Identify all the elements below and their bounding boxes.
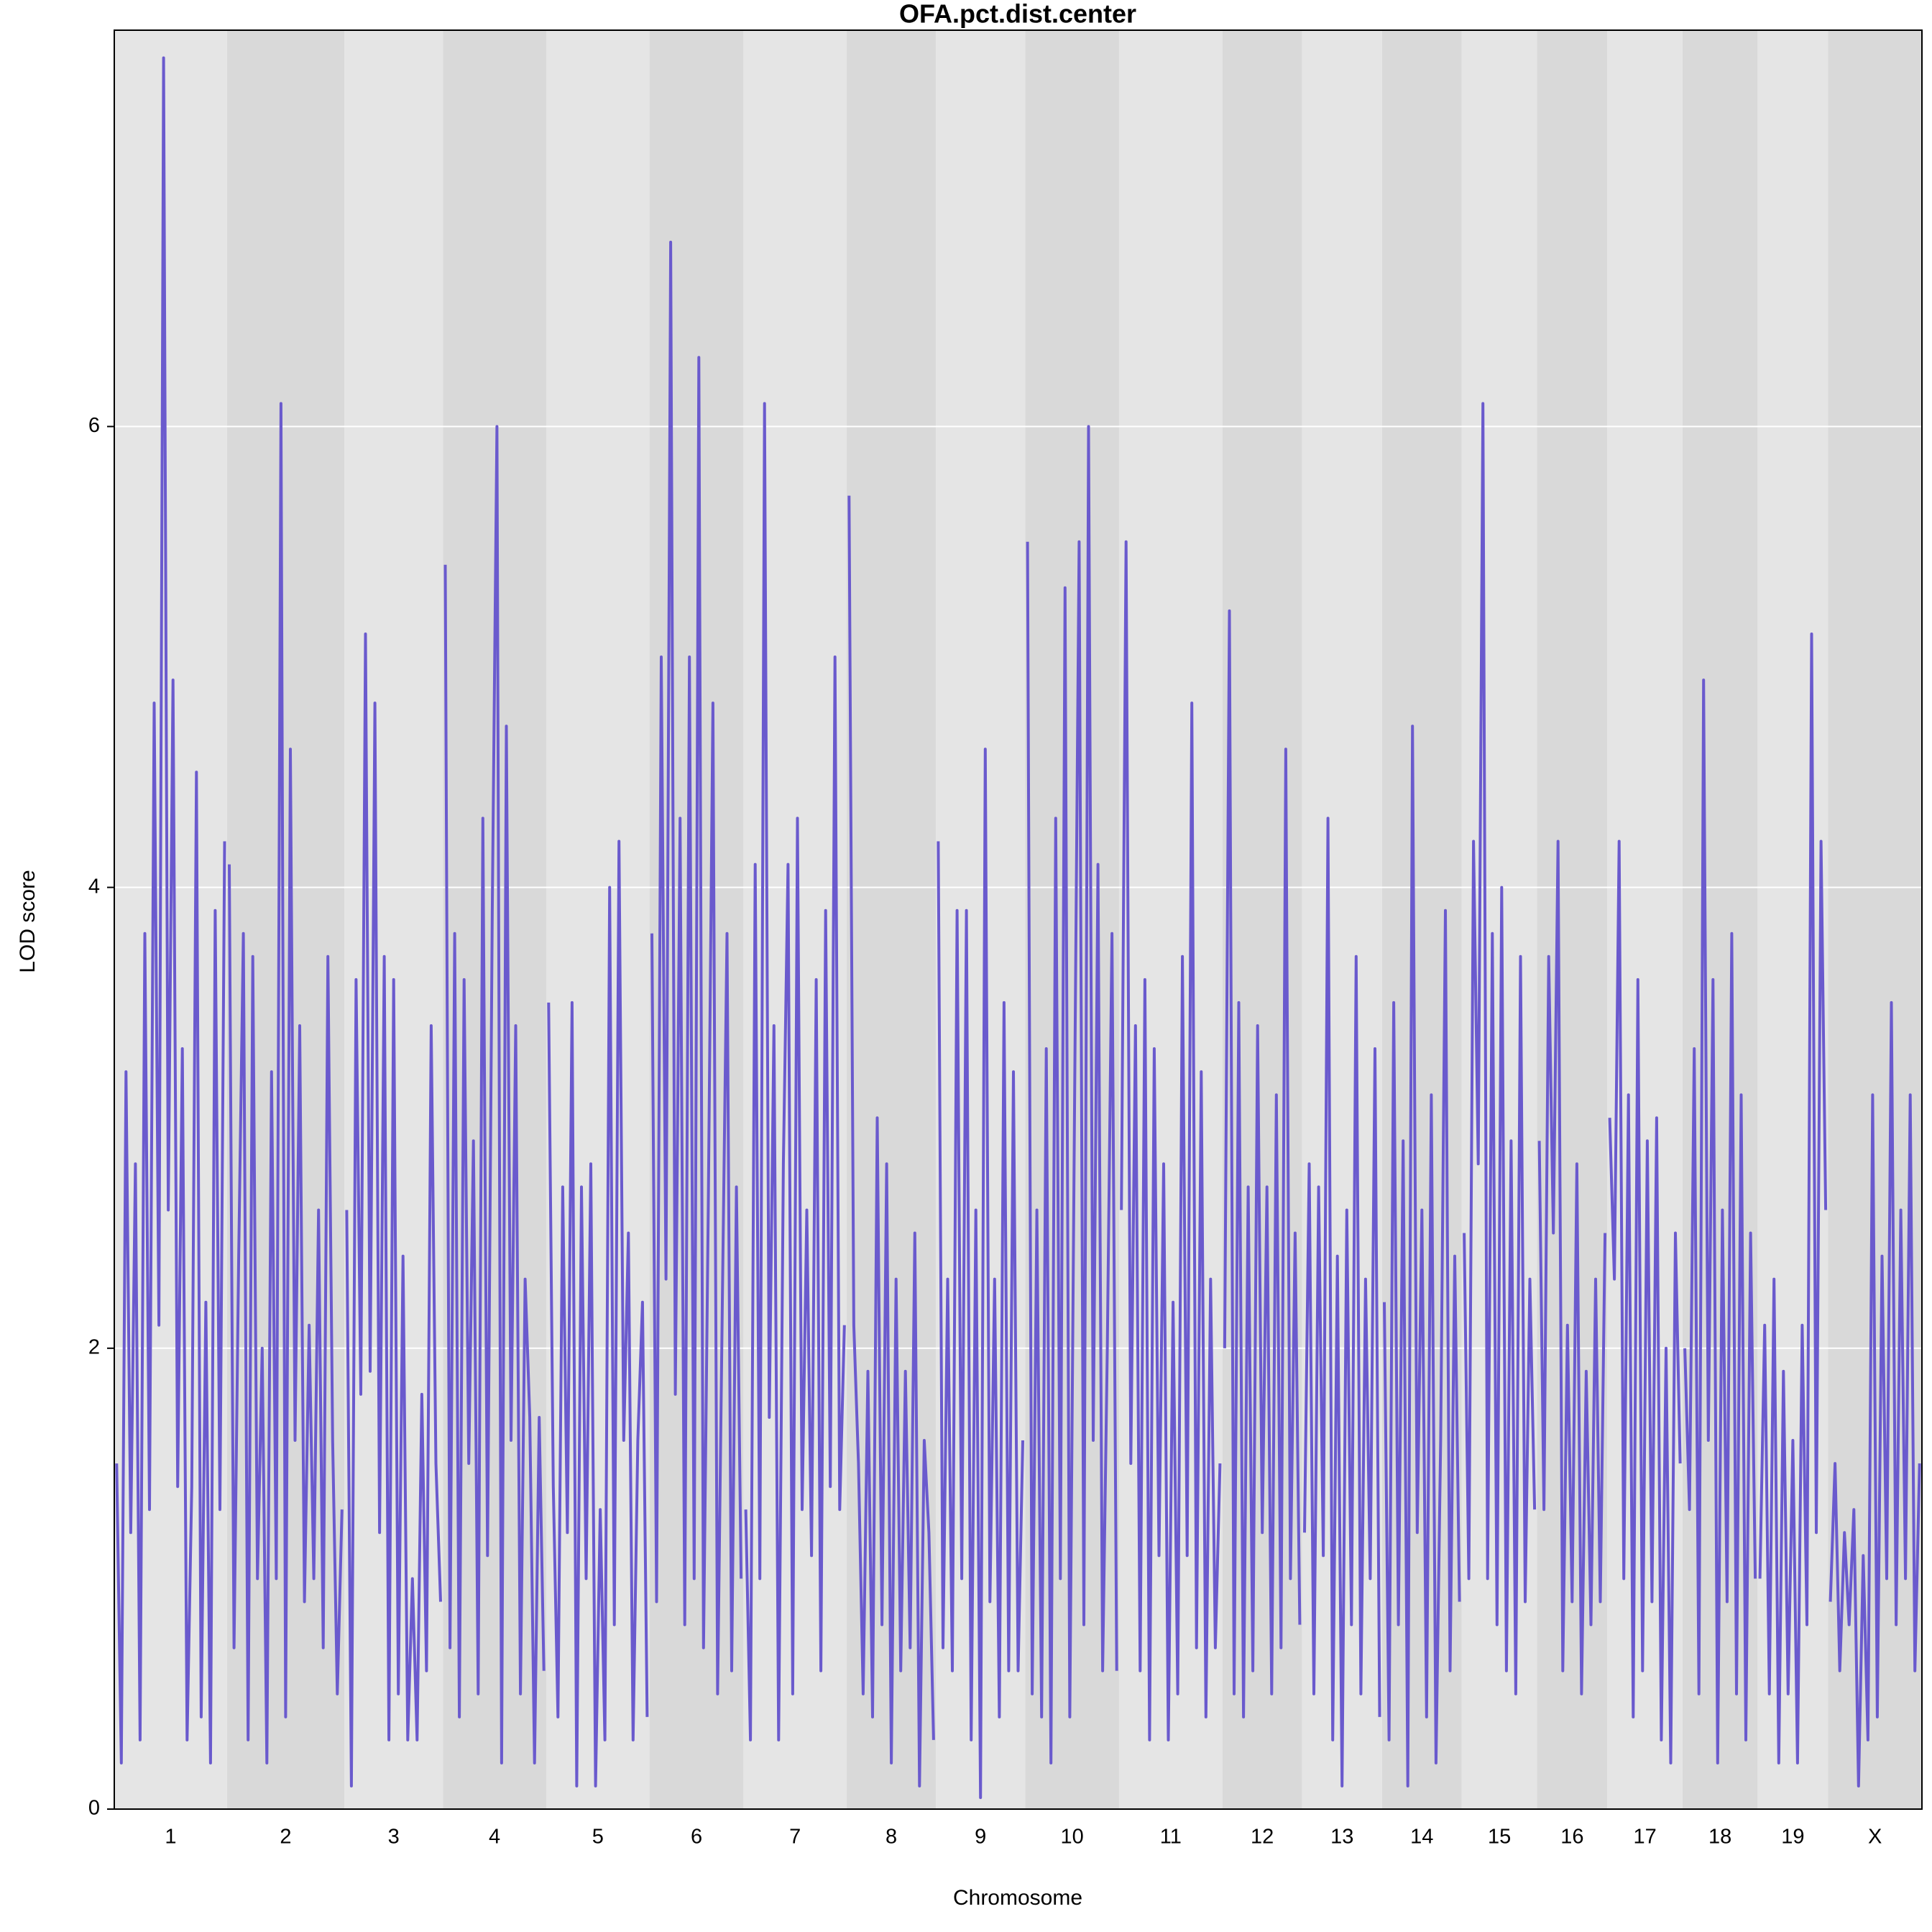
lod-line <box>1608 840 1682 1765</box>
lod-line <box>115 56 226 1765</box>
x-tick-label: 16 <box>1560 1826 1583 1849</box>
x-tick-label: 17 <box>1633 1826 1656 1849</box>
lod-line <box>650 240 743 1696</box>
x-tick-label: 18 <box>1708 1826 1731 1849</box>
x-tick-label: 19 <box>1781 1826 1804 1849</box>
x-tick-label: 3 <box>388 1826 400 1849</box>
x-tick-label: 9 <box>975 1826 986 1849</box>
x-tick-label: 8 <box>886 1826 897 1849</box>
y-axis-label: LOD score <box>16 870 40 972</box>
x-axis-label: Chromosome <box>953 1886 1082 1910</box>
lod-line <box>228 402 344 1765</box>
plot-frame <box>114 29 1923 1810</box>
lod-line <box>1383 724 1461 1788</box>
chromosome-band <box>847 30 937 1809</box>
x-tick-label: 1 <box>165 1826 176 1849</box>
x-tick-label: 11 <box>1160 1826 1182 1849</box>
lod-line <box>1303 816 1381 1788</box>
chart-title: OFA.pct.dist.center <box>899 0 1136 29</box>
lod-line <box>1683 678 1757 1765</box>
y-tick-label: 0 <box>88 1797 100 1820</box>
lod-line <box>1223 609 1302 1719</box>
x-tick-label: 2 <box>280 1826 291 1849</box>
x-tick-label: X <box>1868 1826 1882 1849</box>
lod-line <box>345 632 442 1788</box>
y-tick-label: 2 <box>88 1335 100 1358</box>
x-tick-label: 5 <box>592 1826 604 1849</box>
x-tick-label: 13 <box>1330 1826 1353 1849</box>
x-tick-label: 15 <box>1488 1826 1511 1849</box>
x-tick-label: 4 <box>489 1826 500 1849</box>
y-tick-label: 6 <box>88 414 100 437</box>
x-tick-label: 10 <box>1060 1826 1083 1849</box>
lod-line <box>847 495 935 1788</box>
lod-line <box>443 425 546 1765</box>
lod-line <box>1758 632 1828 1765</box>
y-tick-label: 4 <box>88 875 100 898</box>
x-tick-label: 14 <box>1410 1826 1433 1849</box>
chromosome-band <box>546 30 650 1809</box>
lod-line <box>1537 840 1607 1696</box>
x-tick-label: 6 <box>691 1826 702 1849</box>
x-tick-label: 12 <box>1251 1826 1274 1849</box>
lod-line <box>1120 540 1222 1742</box>
x-tick-label: 7 <box>789 1826 801 1849</box>
lod-line <box>937 748 1024 1799</box>
lod-line <box>1828 1000 1921 1788</box>
lod-line <box>744 402 846 1742</box>
lod-line <box>547 840 649 1788</box>
lod-line <box>1463 402 1537 1696</box>
lod-line <box>1026 425 1118 1765</box>
